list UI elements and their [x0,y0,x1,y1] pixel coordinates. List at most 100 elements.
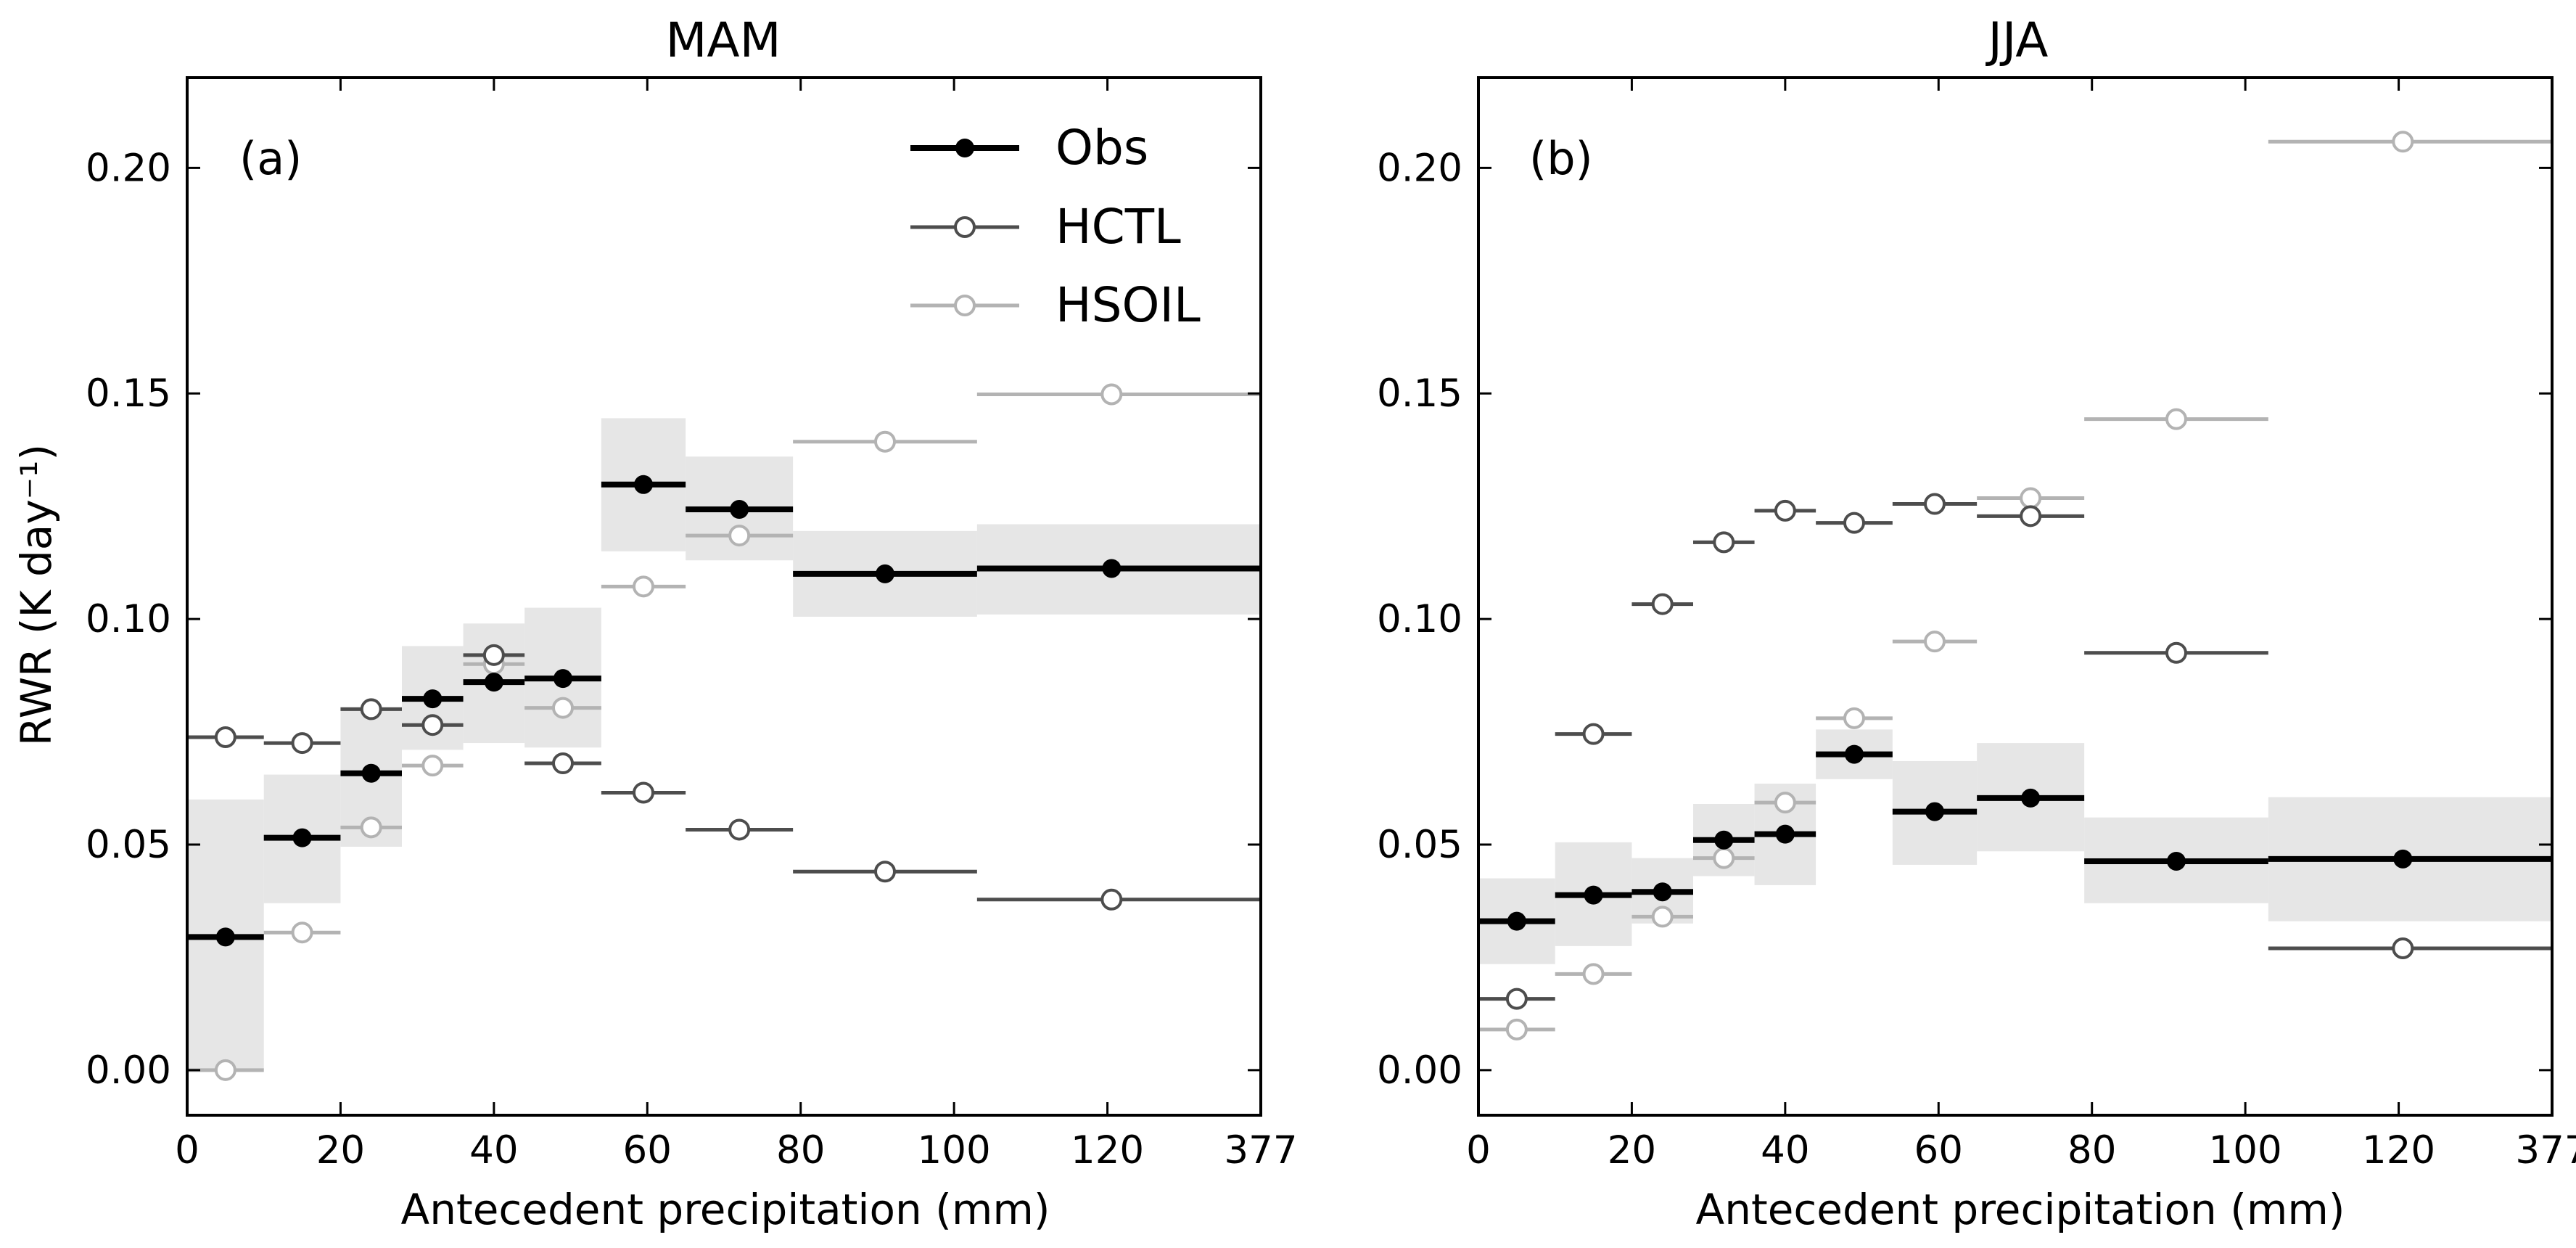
obs-point [1845,744,1864,764]
plot-frame [186,76,1262,1117]
hctl-point [1100,888,1123,911]
hsoil-point [214,1059,236,1081]
hctl-point [482,644,505,666]
hctl-point [1843,512,1865,534]
obs-point [292,828,312,847]
hsoil-point [360,816,382,839]
hsoil-point [633,575,654,598]
hsoil-point [1582,963,1605,985]
obs-point [1714,830,1734,850]
y-axis-label: RWR (K day⁻¹) [12,444,61,746]
hsoil-point [2392,131,2414,153]
x-tick-label: 20 [316,1128,365,1173]
x-axis-label: Antecedent precipitation (mm) [401,1185,1050,1234]
hctl-point [1505,988,1528,1010]
obs-point [2021,788,2041,808]
x-tick-label: 80 [2067,1128,2116,1173]
obs-point [876,564,894,583]
obs-point [1102,559,1122,578]
obs-point [634,475,653,494]
panel-title: JJA [1986,12,2049,68]
x-tick-label: 40 [469,1128,518,1173]
hsoil-point [1843,707,1865,729]
x-tick-label: 377 [2515,1128,2576,1173]
legend-label-hctl: HCTL [1055,199,1181,255]
y-tick-label: 0.05 [1377,823,1462,867]
hctl-point [2020,505,2042,527]
hctl-point [1774,499,1796,522]
obs-point [1653,882,1672,902]
hsoil-point [1651,906,1674,928]
hctl-point [2165,641,2187,664]
hctl-point [552,752,574,775]
hsoil-point [552,697,574,719]
hsoil-point [2020,487,2042,509]
panel-jja: JJA Antecedent precipitation (mm) (b) 0.… [1377,12,2576,1234]
panel-title: MAM [665,12,781,68]
hctl-point [291,732,313,755]
panel-label: (a) [239,132,302,185]
obs-point [1775,824,1795,844]
hsoil-point [1505,1018,1528,1040]
hctl-point [1713,531,1735,554]
hsoil-point [291,921,313,944]
hctl-point [2392,937,2414,959]
x-tick-label: 120 [1071,1128,1144,1173]
legend-item-obs: Obs [910,120,1148,176]
panel-mam: MAM RWR (K day⁻¹) Antecedent precipitati… [12,12,1298,1234]
panel-label: (b) [1529,132,1593,185]
hctl-point [633,781,654,804]
hctl-point [1924,493,1946,515]
hsoil-point [1774,792,1796,814]
x-tick-label: 80 [776,1128,825,1173]
y-tick-label: 0.00 [86,1048,171,1093]
obs-point [1925,802,1944,821]
hsoil-point [421,755,444,777]
x-axis-label: Antecedent precipitation (mm) [1696,1185,2345,1234]
obs-point [554,669,572,689]
obs-point [2167,851,2186,871]
x-tick-label: 0 [175,1128,199,1173]
legend-label-obs: Obs [1055,120,1148,176]
hctl-point [728,818,751,841]
y-tick-label: 0.10 [1377,597,1462,641]
x-tick-label: 60 [623,1128,672,1173]
obs-point [2393,849,2413,869]
legend-item-hsoil: HSOIL [910,277,1201,333]
hsoil-point [1924,631,1946,653]
x-tick-label: 60 [1914,1128,1963,1173]
y-tick-label: 0.15 [86,371,171,416]
obs-point [730,500,749,520]
plot-frame [1477,76,2554,1117]
y-tick-label: 0.05 [86,823,171,867]
hctl-point [1651,593,1674,615]
hsoil-point [1713,847,1735,869]
hsoil-point [2165,408,2187,430]
obs-point [361,763,381,783]
hctl-point [421,714,444,736]
hsoil-point [874,430,896,453]
hsoil-point [1100,383,1123,406]
x-tick-label: 0 [1466,1128,1491,1173]
x-tick-label: 40 [1761,1128,1809,1173]
legend-label-hsoil: HSOIL [1055,277,1201,333]
x-tick-label: 100 [918,1128,991,1173]
x-tick-label: 120 [2362,1128,2435,1173]
hctl-point [874,861,896,883]
legend: Obs HCTL HSOIL [910,120,1201,333]
hctl-point [214,726,236,748]
hsoil-point [728,525,751,547]
hctl-point [360,698,382,721]
obs-point [423,689,443,709]
obs-point [484,673,503,692]
y-tick-label: 0.10 [86,597,171,641]
hctl-point [1582,723,1605,745]
x-tick-label: 377 [1224,1128,1297,1173]
x-tick-label: 20 [1608,1128,1656,1173]
obs-point [1584,885,1603,905]
y-tick-label: 0.00 [1377,1048,1462,1093]
y-tick-label: 0.20 [1377,146,1462,190]
obs-point [215,927,235,947]
obs-point [1507,911,1526,931]
